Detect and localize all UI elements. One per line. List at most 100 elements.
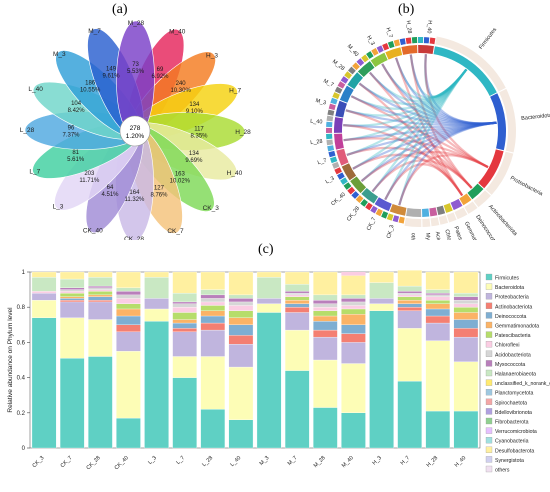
bar-segment — [313, 310, 338, 317]
chord-ribbon — [398, 154, 489, 206]
legend-swatch — [485, 427, 493, 434]
y-tick-label: 0 — [22, 446, 26, 452]
chord-phylum-arc — [436, 205, 446, 216]
y-tick-label: 0.4 — [17, 376, 26, 382]
bar-segment — [116, 417, 141, 449]
chord-phylum-arc — [467, 183, 484, 200]
bar-segment — [284, 307, 310, 313]
bar-segment — [453, 300, 479, 304]
bar-segment — [453, 410, 479, 449]
chord-sample-block — [392, 215, 400, 223]
legend-swatch — [485, 293, 493, 300]
bar-segment — [313, 303, 338, 308]
bar-segment — [284, 312, 310, 331]
bar-segment — [116, 324, 141, 332]
stacked-bar-chart: 0 0.2 0.4 0.6 0.8 1 Relative abundance on Phyl… — [7, 270, 550, 474]
chord-sample-block — [423, 37, 430, 44]
venn-petal-count: 81 — [72, 150, 79, 156]
circos-chord-diagram: FirmicutesBacteroidotaProteobacteriaActi… — [310, 20, 550, 240]
bar-segment — [172, 322, 197, 329]
chord-ribbon — [352, 121, 497, 170]
bar-segment — [116, 308, 141, 317]
chord-sample-label: CK_28 — [346, 206, 361, 223]
bar-segment — [59, 292, 85, 297]
venn-petal-count: 127 — [154, 185, 165, 191]
chord-phylum-label: Chloroflexi — [443, 229, 455, 240]
chord-sample-block — [337, 172, 345, 180]
venn-sample-label: H_28 — [235, 129, 251, 136]
legend-label: Chloroflexi — [495, 343, 520, 349]
bar-segment — [397, 310, 422, 329]
bar-segment — [397, 285, 422, 292]
bar-segment — [425, 303, 451, 310]
chord-sample-block — [387, 41, 395, 49]
chord-sample-block — [399, 38, 406, 46]
venn-sample-label: L_28 — [20, 127, 35, 134]
bar-segment — [284, 291, 310, 294]
bar-segment — [31, 292, 57, 301]
bar-segment — [172, 301, 197, 304]
bar-segment — [228, 305, 254, 311]
bar-segment — [31, 277, 57, 292]
bar-segment — [284, 370, 310, 449]
chord-phylum-outer — [485, 151, 514, 195]
chord-ribbon — [424, 54, 497, 125]
chord-ribbon — [381, 63, 489, 169]
chord-ribbon — [343, 124, 464, 197]
bar-segment — [228, 298, 254, 303]
bar-segment — [116, 351, 141, 419]
chord-sample-block — [393, 39, 401, 47]
chord-sample-block — [386, 213, 394, 221]
legend-swatch — [485, 456, 493, 463]
bar-segment — [397, 307, 422, 311]
x-tick-label: L_3 — [147, 455, 158, 466]
chord-sample-arc — [347, 72, 364, 90]
bar-segment — [172, 292, 197, 303]
chord-ribbon — [360, 68, 468, 182]
venn-sample-label: L_40 — [28, 86, 43, 93]
chord-ribbon — [350, 68, 468, 110]
x-tick-label: M_7 — [287, 455, 299, 467]
chord-sample-block — [376, 45, 384, 53]
bar-segment — [200, 301, 226, 306]
bar-segment — [200, 356, 226, 410]
bar-segment — [284, 292, 310, 296]
bar-segment — [228, 324, 254, 336]
legend-swatch — [485, 273, 493, 281]
chord-sample-arc — [401, 45, 418, 55]
chord-sample-arc — [334, 117, 344, 133]
bar-segment — [200, 322, 226, 331]
bar-segment — [116, 303, 141, 310]
chord-ribbon — [360, 121, 497, 182]
legend-label: unclassified_k_norank_d_Bacteria — [495, 381, 550, 387]
chord-ribbon — [384, 68, 468, 201]
legend-swatch — [485, 302, 493, 309]
bar-segment — [200, 289, 226, 296]
bar-segment — [453, 328, 479, 338]
chord-phylum-outer — [464, 201, 478, 214]
legend-label: Deinococcota — [495, 314, 527, 320]
bar-segment — [397, 294, 422, 297]
bar-segment — [144, 271, 169, 278]
legend-label: Actinobacteriota — [495, 304, 532, 310]
legend-swatch — [485, 321, 493, 329]
bar-segment — [88, 301, 113, 320]
chord-sample-block — [327, 109, 335, 116]
bar-segment — [88, 287, 113, 290]
bar-segment — [397, 380, 422, 449]
y-axis-label: Relative abundance on Phylum level — [7, 307, 14, 413]
bar-segment — [144, 308, 169, 322]
bar-segment — [313, 407, 338, 449]
chord-sample-block — [344, 71, 353, 79]
chord-sample-label: M_7 — [322, 78, 334, 88]
venn-sample-label: H_7 — [229, 88, 241, 95]
chord-sample-block — [330, 97, 338, 105]
bar-segment — [397, 296, 422, 301]
chord-sample-block — [360, 198, 368, 207]
bar-segment — [397, 328, 422, 382]
chord-sample-arc — [350, 176, 367, 194]
chord-sample-block — [382, 42, 390, 51]
chord-ribbon — [350, 95, 497, 126]
chord-ribbon — [345, 68, 468, 117]
bar-segment — [88, 296, 113, 301]
